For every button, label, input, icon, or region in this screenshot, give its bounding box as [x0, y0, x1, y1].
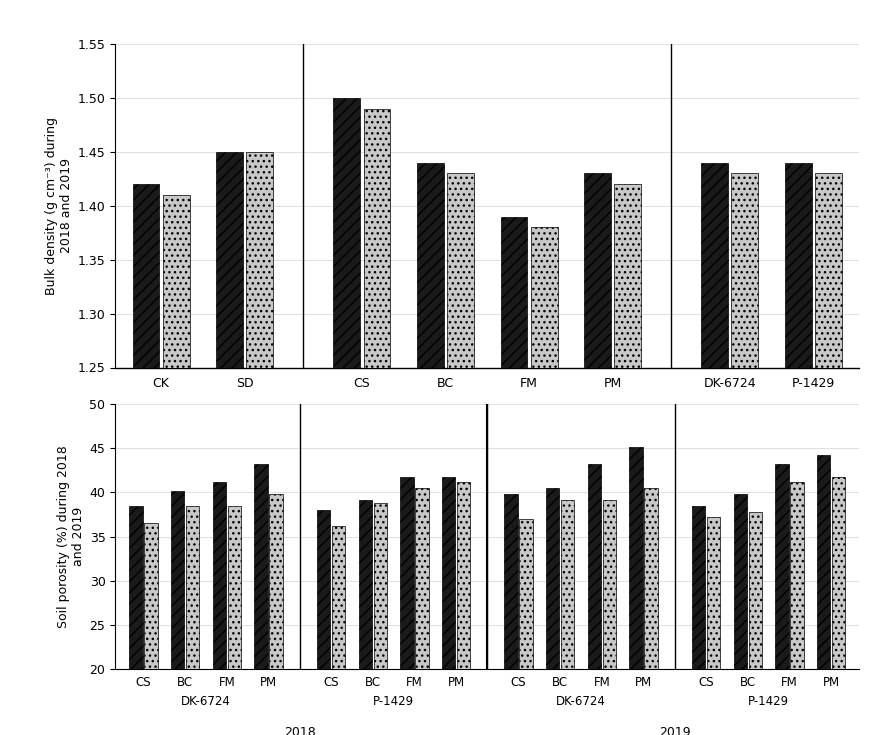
Bar: [584, 173, 611, 735]
Bar: [457, 482, 470, 735]
Bar: [216, 152, 243, 735]
Text: DK-6724: DK-6724: [181, 695, 231, 709]
Text: Irrigation regimes: Irrigation regimes: [147, 421, 259, 434]
Bar: [133, 184, 159, 735]
Bar: [359, 500, 372, 735]
Bar: [333, 98, 361, 735]
Bar: [644, 488, 657, 735]
Bar: [587, 465, 601, 735]
Bar: [374, 503, 387, 735]
Bar: [561, 500, 574, 735]
Bar: [246, 152, 273, 735]
Text: 2019: 2019: [659, 726, 690, 735]
Bar: [269, 494, 283, 735]
Text: DK-6724: DK-6724: [556, 695, 606, 709]
Bar: [815, 173, 842, 735]
Bar: [629, 447, 642, 735]
Bar: [363, 109, 391, 735]
Text: Maize hybrids: Maize hybrids: [728, 421, 815, 434]
Bar: [790, 482, 804, 735]
Bar: [144, 523, 158, 735]
Y-axis label: Bulk density (g cm⁻³) during
2018 and 2019: Bulk density (g cm⁻³) during 2018 and 20…: [45, 117, 74, 295]
Bar: [442, 476, 455, 735]
Bar: [785, 162, 812, 735]
Bar: [707, 517, 720, 735]
Bar: [775, 465, 789, 735]
Text: 2018: 2018: [284, 726, 315, 735]
Bar: [417, 162, 444, 735]
Text: P-1429: P-1429: [373, 695, 414, 709]
Text: Organic fertilizer sources: Organic fertilizer sources: [408, 421, 566, 434]
Bar: [317, 510, 330, 735]
Bar: [501, 217, 527, 735]
Bar: [171, 491, 184, 735]
Legend: 2018, 2019: 2018, 2019: [419, 435, 556, 458]
Bar: [254, 465, 268, 735]
Bar: [614, 184, 641, 735]
Bar: [817, 456, 830, 735]
Bar: [734, 494, 747, 735]
Bar: [832, 476, 845, 735]
Bar: [732, 173, 758, 735]
Bar: [400, 476, 414, 735]
Bar: [602, 500, 616, 735]
Bar: [531, 227, 557, 735]
Bar: [163, 195, 190, 735]
Bar: [416, 488, 429, 735]
Bar: [332, 526, 346, 735]
Bar: [702, 162, 728, 735]
Text: P-1429: P-1429: [748, 695, 789, 709]
Bar: [129, 506, 143, 735]
Y-axis label: Soil porosity (%) during 2018
and 2019: Soil porosity (%) during 2018 and 2019: [58, 445, 85, 628]
Bar: [447, 173, 474, 735]
Bar: [213, 482, 226, 735]
Bar: [504, 494, 517, 735]
Bar: [186, 506, 199, 735]
Bar: [749, 512, 762, 735]
Bar: [228, 506, 241, 735]
Bar: [546, 488, 559, 735]
Bar: [692, 506, 705, 735]
Bar: [519, 519, 532, 735]
